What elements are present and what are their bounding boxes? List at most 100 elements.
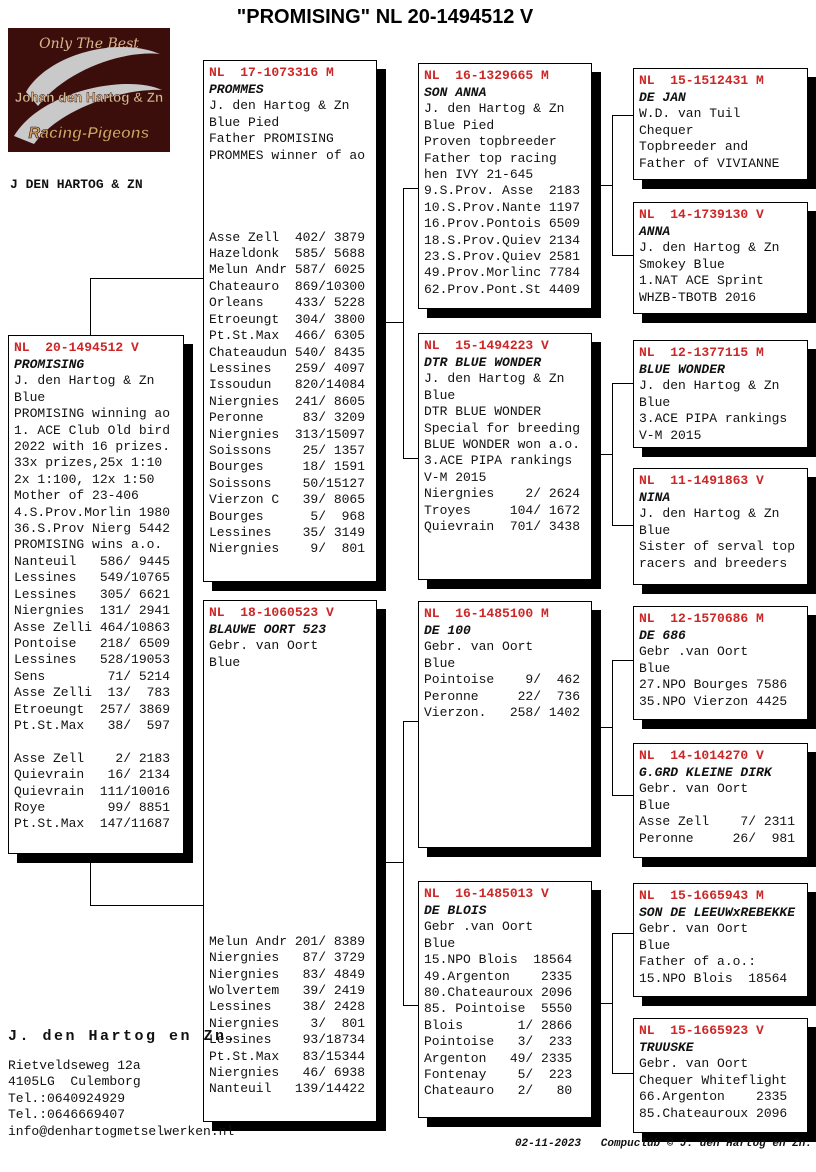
pigeon-name: DE 100	[424, 623, 471, 638]
pedigree-connector-line	[612, 255, 633, 256]
ring-number: NL 14-1014270 V	[639, 748, 764, 763]
ring-number: NL 16-1485100 M	[424, 606, 549, 621]
pedigree-connector-line	[403, 721, 418, 722]
pedigree-connector-line	[612, 115, 613, 256]
contact-heading: J. den Hartog en Zn.	[8, 1028, 239, 1045]
pedigree-box-grandmother-paternal: NL 15-1494223 V DTR BLUE WONDER J. den H…	[418, 333, 592, 580]
pigeon-details: J. den Hartog & Zn Blue Sister of serval…	[639, 506, 796, 571]
ring-number: NL 12-1377115 M	[639, 345, 764, 360]
pigeon-details: Gebr. van Oort Blue Melun Andr 201/ 8389…	[209, 638, 366, 1097]
pedigree-box-ggf-4: NL 15-1665943 M SON DE LEEUWxREBEKKE Geb…	[633, 883, 808, 997]
ring-number: NL 16-1329665 M	[424, 68, 549, 83]
pedigree-connector-line	[90, 278, 91, 336]
pigeon-details: Gebr .van Oort Blue 15.NPO Blois 18564 4…	[424, 919, 573, 1099]
pedigree-connector-line	[376, 322, 404, 323]
pedigree-connector-line	[591, 1003, 613, 1004]
pigeon-details: W.D. van Tuil Chequer Topbreeder and Fat…	[639, 106, 780, 171]
pedigree-connector-line	[403, 458, 418, 459]
ring-number: NL 20-1494512 V	[14, 340, 139, 355]
pedigree-connector-line	[403, 188, 404, 459]
pigeon-name: BLAUWE OORT 523	[209, 622, 327, 637]
pigeon-details: Gebr. van Oort Blue Father of a.o.: 15.N…	[639, 921, 788, 986]
pigeon-name: ANNA	[639, 224, 671, 239]
pedigree-box-grandfather-paternal: NL 16-1329665 M SON ANNA J. den Hartog &…	[418, 63, 592, 309]
pedigree-connector-line	[612, 933, 613, 1074]
ring-number: NL 15-1512431 M	[639, 73, 764, 88]
page-title: "PROMISING" NL 20-1494512 V	[236, 6, 534, 28]
pedigree-connector-line	[403, 188, 418, 189]
pigeon-details: Gebr. van Oort Blue Pointoise 9/ 462 Per…	[424, 639, 581, 721]
pigeon-name: PROMISING	[14, 357, 85, 372]
ring-number: NL 18-1060523 V	[209, 605, 334, 620]
pedigree-box-ggm-3: NL 14-1014270 V G.GRD KLEINE DIRK Gebr. …	[633, 743, 808, 858]
pedigree-box-father: NL 17-1073316 M PROMMES J. den Hartog & …	[203, 60, 377, 582]
pedigree-connector-line	[612, 383, 613, 526]
ring-number: NL 11-1491863 V	[639, 473, 764, 488]
pedigree-connector-line	[376, 862, 404, 863]
pigeon-details: J. den Hartog & Zn Blue 3.ACE PIPA ranki…	[639, 378, 788, 443]
pedigree-box-ggf-3: NL 12-1570686 M DE 686 Gebr .van Oort Bl…	[633, 606, 808, 720]
pigeon-details: J. den Hartog & Zn Blue DTR BLUE WONDER …	[424, 371, 581, 535]
pedigree-connector-line	[403, 1005, 418, 1006]
pigeon-details: Gebr. van Oort Chequer Whiteflight 66.Ar…	[639, 1056, 788, 1121]
pedigree-box-ggm-2: NL 11-1491863 V NINA J. den Hartog & Zn …	[633, 468, 808, 585]
pigeon-name: PROMMES	[209, 82, 264, 97]
pedigree-connector-line	[612, 660, 613, 796]
pedigree-connector-line	[591, 185, 613, 186]
contact-details: Rietveldseweg 12a 4105LG Culemborg Tel.:…	[8, 1058, 235, 1139]
logo-slogan: Only The Best	[39, 36, 139, 52]
ring-number: NL 17-1073316 M	[209, 65, 334, 80]
ring-number: NL 14-1739130 V	[639, 207, 764, 222]
logo-swoosh-icon	[26, 46, 160, 106]
logo-swoosh-icon	[14, 83, 162, 144]
pedigree-connector-line	[90, 278, 203, 279]
pedigree-box-grandmother-maternal: NL 16-1485013 V DE BLOIS Gebr .van Oort …	[418, 881, 592, 1118]
pigeon-name: SON ANNA	[424, 85, 487, 100]
pedigree-connector-line	[612, 525, 633, 526]
pedigree-box-subject: NL 20-1494512 V PROMISING J. den Hartog …	[8, 335, 184, 854]
pedigree-connector-line	[612, 933, 633, 934]
ring-number: NL 15-1494223 V	[424, 338, 549, 353]
pedigree-connector-line	[612, 795, 633, 796]
pedigree-connector-line	[612, 383, 633, 384]
pigeon-details: J. den Hartog & Zn Blue PROMISING winnin…	[14, 373, 171, 832]
pigeon-details: Gebr. van Oort Blue Asse Zell 7/ 2311 Pe…	[639, 781, 796, 846]
pedigree-connector-line	[591, 454, 613, 455]
pedigree-box-grandfather-maternal: NL 16-1485100 M DE 100 Gebr. van Oort Bl…	[418, 601, 592, 848]
pigeon-name: TRUUSKE	[639, 1040, 694, 1055]
pedigree-connector-line	[612, 660, 633, 661]
pedigree-box-ggm-4: NL 15-1665923 V TRUUSKE Gebr. van Oort C…	[633, 1018, 808, 1133]
pigeon-name: SON DE LEEUWxREBEKKE	[639, 905, 796, 920]
pigeon-name: G.GRD KLEINE DIRK	[639, 765, 772, 780]
pigeon-name: DE JAN	[639, 90, 686, 105]
pedigree-connector-line	[612, 1073, 633, 1074]
loft-logo: Only The Best Johan den Hartog & Zn Raci…	[8, 28, 170, 152]
footer-credit: 02-11-2023 Compuclub © J. den Hartog en …	[514, 1138, 812, 1150]
pigeon-name: BLUE WONDER	[639, 362, 725, 377]
ring-number: NL 15-1665943 M	[639, 888, 764, 903]
owner-label: J DEN HARTOG & ZN	[10, 177, 143, 192]
pigeon-name: DE 686	[639, 628, 686, 643]
pigeon-name: NINA	[639, 490, 671, 505]
pigeon-name: DTR BLUE WONDER	[424, 355, 542, 370]
pigeon-name: DE BLOIS	[424, 903, 487, 918]
pigeon-details: J. den Hartog & Zn Blue Pied Proven topb…	[424, 101, 581, 297]
pigeon-details: J. den Hartog & Zn Smokey Blue 1.NAT ACE…	[639, 240, 780, 305]
pigeon-details: J. den Hartog & Zn Blue Pied Father PROM…	[209, 98, 366, 557]
pedigree-connector-line	[90, 853, 91, 906]
ring-number: NL 15-1665923 V	[639, 1023, 764, 1038]
ring-number: NL 12-1570686 M	[639, 611, 764, 626]
pedigree-box-ggf-1: NL 15-1512431 M DE JAN W.D. van Tuil Che…	[633, 68, 808, 180]
logo-subtitle: Racing-Pigeons	[29, 125, 150, 142]
pedigree-box-mother: NL 18-1060523 V BLAUWE OORT 523 Gebr. va…	[203, 600, 377, 1122]
pedigree-box-ggm-1: NL 14-1739130 V ANNA J. den Hartog & Zn …	[633, 202, 808, 314]
pedigree-connector-line	[403, 721, 404, 1006]
pedigree-connector-line	[90, 905, 203, 906]
pedigree-connector-line	[591, 727, 613, 728]
pedigree-connector-line	[612, 115, 633, 116]
pedigree-box-ggf-2: NL 12-1377115 M BLUE WONDER J. den Harto…	[633, 340, 808, 448]
logo-loft-name: Johan den Hartog & Zn	[15, 90, 164, 105]
ring-number: NL 16-1485013 V	[424, 886, 549, 901]
pigeon-details: Gebr .van Oort Blue 27.NPO Bourges 7586 …	[639, 644, 788, 709]
